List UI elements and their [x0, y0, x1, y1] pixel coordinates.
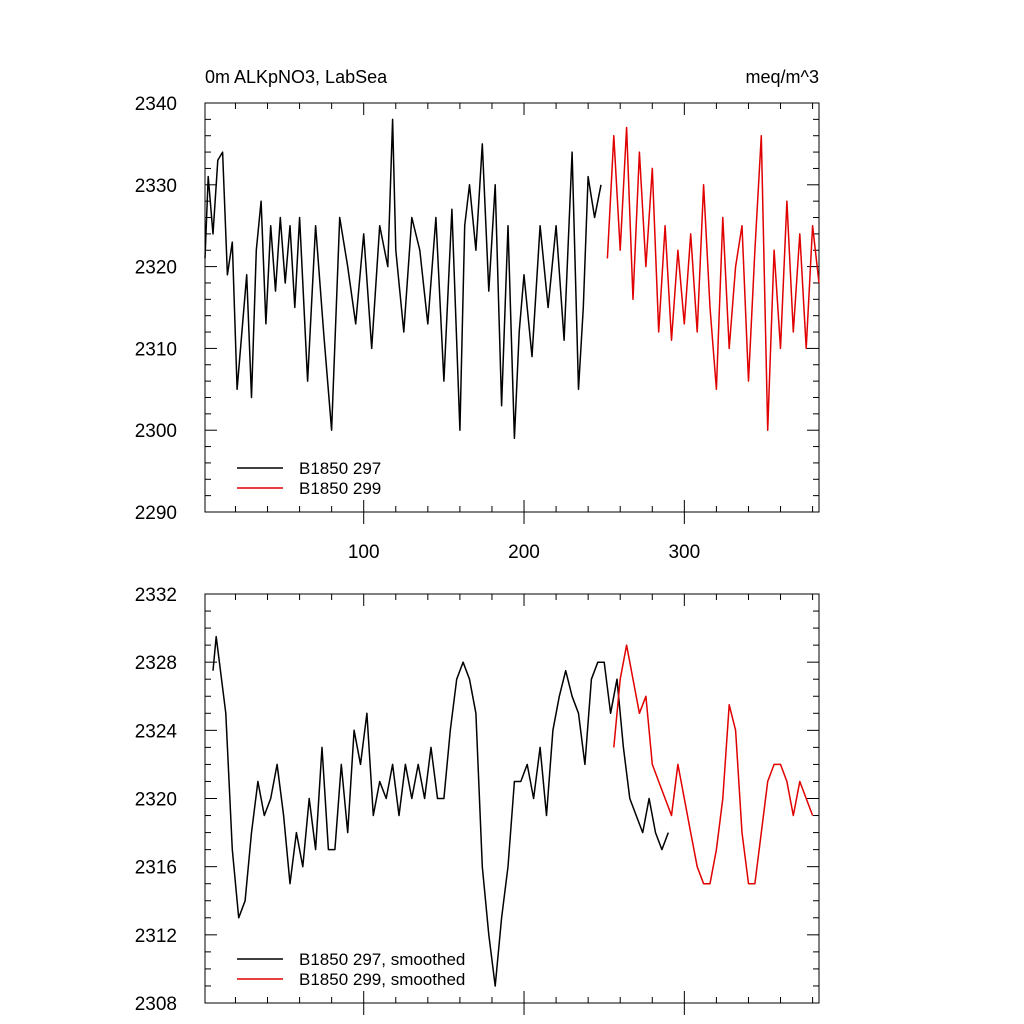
chart-units: meq/m^3	[746, 67, 819, 87]
y-tick-label: 2312	[135, 926, 177, 947]
y-tick-label: 2324	[135, 721, 178, 742]
series-line-1	[212, 635, 670, 987]
y-tick-label: 2332	[135, 585, 177, 606]
legend-label: B1850 299, smoothed	[299, 970, 465, 989]
y-tick-label: 2328	[135, 653, 177, 674]
y-tick-label: 2310	[135, 339, 177, 360]
legend-label: B1850 299	[299, 479, 381, 498]
chart-title: 0m ALKpNO3, LabSea	[205, 67, 388, 87]
series-line-2	[613, 644, 814, 885]
y-tick-label: 2330	[135, 176, 177, 197]
plot-frame	[204, 593, 820, 1004]
y-tick-label: 2300	[135, 421, 177, 442]
y-tick-label: 2290	[135, 503, 177, 524]
y-tick-label: 2340	[135, 94, 177, 115]
legend-label: B1850 297, smoothed	[299, 950, 465, 969]
y-tick-label: 2320	[135, 790, 177, 811]
series-line-1	[204, 118, 602, 440]
y-tick-label: 2320	[135, 258, 177, 279]
y-tick-label: 2308	[135, 994, 177, 1015]
chart-bottom: 2308 2312 2316 2320 2324 2328 2332 B1850 297, s…	[135, 585, 820, 1015]
y-tick-label: 2316	[135, 858, 177, 879]
series-line-2	[606, 126, 820, 431]
legend-label: B1850 297	[299, 459, 381, 478]
chart-top: 2290 2300 2310 2320 2330 2340 100 200 300 0m ALKp…	[135, 67, 820, 563]
x-tick-label: 300	[668, 542, 700, 563]
plot-frame	[204, 102, 820, 513]
x-tick-label: 200	[508, 542, 540, 563]
x-tick-label: 100	[348, 542, 380, 563]
